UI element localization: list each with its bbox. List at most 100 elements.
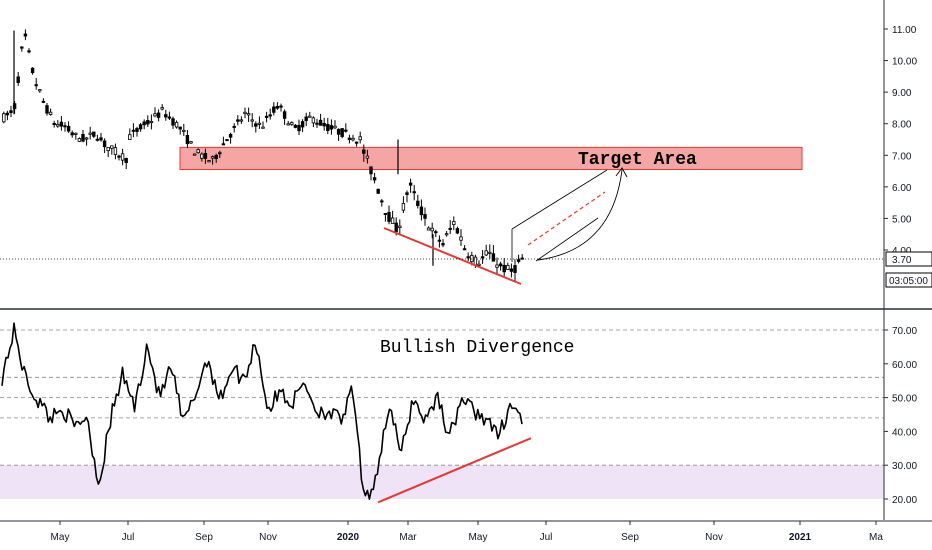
candle bbox=[398, 219, 402, 235]
candle bbox=[203, 148, 208, 164]
candle bbox=[506, 262, 510, 270]
price-tick-label: 5.00 bbox=[892, 214, 912, 225]
candle-body bbox=[52, 123, 56, 126]
candle-body bbox=[178, 126, 182, 130]
candle-body bbox=[117, 155, 121, 158]
time-axis[interactable]: May Jul Sep Nov 2020 Mar May Jul Sep Nov 2021 Ma bbox=[0, 520, 932, 543]
oscillator-panel[interactable]: Bullish Divergence bbox=[0, 322, 884, 504]
candle bbox=[405, 190, 409, 203]
time-tick-label: Ma bbox=[869, 532, 883, 543]
candle-body bbox=[254, 123, 258, 127]
projection-arrowhead bbox=[615, 167, 628, 178]
candle bbox=[308, 111, 312, 118]
candle bbox=[149, 114, 154, 130]
candle-body bbox=[437, 239, 442, 242]
candle-body bbox=[92, 131, 96, 137]
candle bbox=[264, 111, 269, 123]
projection-arrows bbox=[511, 167, 628, 262]
candle bbox=[333, 120, 337, 130]
candle-body bbox=[462, 248, 467, 251]
candle-body bbox=[239, 119, 244, 122]
candle bbox=[156, 109, 161, 122]
candle-body bbox=[9, 110, 13, 113]
candle bbox=[282, 109, 287, 125]
candle-body bbox=[167, 116, 172, 119]
oscillator-tick-labels: 20.00 30.00 40.00 50.00 60.00 70.00 bbox=[884, 326, 917, 506]
candle-body bbox=[185, 135, 190, 145]
candle-body bbox=[124, 158, 128, 163]
candle bbox=[455, 226, 460, 235]
candle-body bbox=[207, 160, 211, 163]
candle-body bbox=[444, 233, 449, 236]
candle bbox=[351, 134, 355, 142]
candle bbox=[95, 134, 100, 142]
candle-body bbox=[174, 122, 179, 128]
candle bbox=[66, 121, 71, 133]
candle-body bbox=[189, 141, 193, 144]
candle bbox=[423, 207, 427, 226]
candle bbox=[509, 263, 514, 278]
candle bbox=[246, 107, 251, 122]
candle bbox=[434, 229, 438, 238]
candle-body bbox=[250, 119, 254, 122]
candle bbox=[491, 244, 496, 262]
candle-body bbox=[257, 122, 262, 125]
candle bbox=[387, 205, 391, 225]
candle bbox=[84, 136, 89, 146]
candle-body bbox=[214, 154, 218, 160]
candle bbox=[178, 126, 182, 135]
candle-body bbox=[423, 214, 427, 219]
candle-body bbox=[2, 113, 6, 123]
candle bbox=[221, 136, 226, 146]
oscillator-tick-label: 40.00 bbox=[892, 427, 917, 438]
candle bbox=[45, 103, 49, 116]
candle bbox=[81, 129, 85, 143]
candle-body bbox=[466, 256, 470, 259]
candle-body bbox=[498, 263, 503, 267]
candle-body bbox=[142, 121, 146, 126]
candle bbox=[279, 103, 283, 112]
oscillator-axis[interactable]: 20.00 30.00 40.00 50.00 60.00 70.00 bbox=[884, 326, 917, 506]
candle-body bbox=[372, 177, 377, 181]
oscillator-divergence-trendline[interactable] bbox=[377, 437, 532, 504]
candle bbox=[210, 155, 215, 165]
candle-body bbox=[243, 111, 247, 115]
target-area-label: Target Area bbox=[578, 150, 697, 170]
oscillator-line bbox=[1, 322, 523, 500]
candle-body bbox=[34, 84, 38, 87]
candle bbox=[113, 143, 118, 160]
candle bbox=[318, 113, 323, 126]
target-area-zone[interactable] bbox=[179, 146, 803, 170]
candle bbox=[48, 108, 53, 116]
projection-curve bbox=[537, 169, 623, 261]
candle-body bbox=[95, 138, 100, 141]
candle-body bbox=[488, 251, 492, 254]
candle bbox=[16, 72, 20, 86]
candle-body bbox=[344, 129, 348, 132]
price-lower-low-trendline[interactable] bbox=[383, 227, 522, 285]
candle bbox=[275, 102, 280, 110]
candle bbox=[466, 252, 470, 262]
candle bbox=[452, 216, 456, 231]
candle bbox=[498, 261, 503, 271]
candle-body bbox=[419, 206, 424, 216]
candle bbox=[365, 149, 370, 164]
price-panel[interactable]: Target Area bbox=[0, 29, 884, 285]
candle bbox=[228, 132, 233, 144]
candle bbox=[92, 131, 96, 139]
countdown-tag bbox=[885, 272, 932, 288]
time-tick-label: Mar bbox=[399, 532, 417, 543]
candle-body bbox=[63, 125, 67, 128]
candle bbox=[516, 254, 521, 264]
candle-body bbox=[200, 153, 204, 159]
candle-body bbox=[66, 125, 71, 132]
candle bbox=[412, 184, 416, 201]
candle bbox=[23, 29, 28, 41]
candle-body bbox=[279, 105, 283, 108]
candle-body bbox=[506, 264, 510, 270]
candle-body bbox=[27, 50, 31, 53]
candle-body bbox=[484, 250, 488, 256]
candle bbox=[437, 235, 442, 248]
